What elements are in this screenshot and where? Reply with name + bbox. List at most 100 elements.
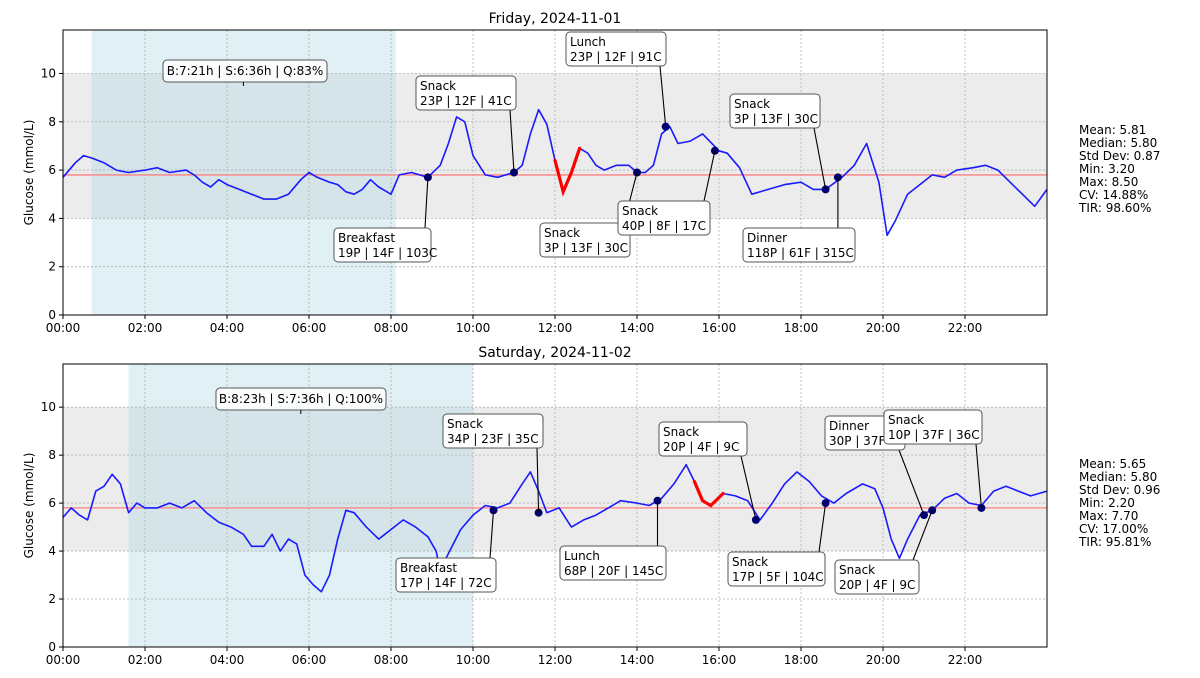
annotation-detail: 19P | 14F | 103C — [338, 246, 437, 260]
annotation-title: Snack — [622, 204, 658, 218]
annotation-leader — [975, 443, 982, 508]
annotation-title: Snack — [888, 413, 924, 427]
annotation-box — [658, 421, 748, 457]
x-tick-label: 20:00 — [866, 321, 901, 335]
stat-line: Max: 8.50 — [1079, 175, 1138, 189]
x-tick-label: 10:00 — [456, 653, 491, 667]
y-tick-label: 6 — [48, 496, 56, 510]
stat-line: Mean: 5.81 — [1079, 123, 1146, 137]
x-tick-label: 02:00 — [128, 653, 163, 667]
x-tick-label: 12:00 — [538, 321, 573, 335]
annotation-detail: 40P | 8F | 17C — [622, 219, 706, 233]
annotation-leader — [424, 177, 429, 229]
y-tick-label: 6 — [48, 163, 56, 177]
sleep-summary-label: B:7:21h | S:6:36h | Q:83% — [167, 64, 324, 78]
annotation-detail: 68P | 20F | 145C — [564, 564, 663, 578]
stat-line: CV: 14.88% — [1079, 188, 1148, 202]
y-tick-label: 10 — [41, 400, 56, 414]
x-tick-label: 06:00 — [292, 321, 327, 335]
annotation-title: Lunch — [570, 35, 606, 49]
rapid-change-segment — [692, 479, 725, 508]
annotation-title: Breakfast — [338, 231, 395, 245]
annotation-box — [834, 559, 920, 595]
annotation-leader — [489, 510, 495, 559]
x-tick-label: 12:00 — [538, 653, 573, 667]
annotation-title: Snack — [447, 417, 483, 431]
annotation-box — [883, 409, 983, 445]
annotation-detail: 17P | 5F | 104C — [732, 570, 824, 584]
annotation-box — [415, 75, 517, 111]
annotation-detail: 10P | 37F | 36C — [888, 428, 980, 442]
stat-line: CV: 17.00% — [1079, 522, 1148, 536]
annotation-detail: 23P | 12F | 91C — [570, 50, 662, 64]
x-tick-label: 22:00 — [948, 653, 983, 667]
annotation-box — [539, 222, 631, 258]
y-tick-label: 8 — [48, 448, 56, 462]
y-tick-label: 0 — [48, 308, 56, 322]
annotation-box — [565, 31, 667, 67]
annotation-title: Snack — [839, 563, 875, 577]
annotation-box — [617, 200, 711, 236]
stat-line: Max: 7.70 — [1079, 509, 1138, 523]
x-tick-label: 16:00 — [702, 653, 737, 667]
x-tick-label: 16:00 — [702, 321, 737, 335]
chart-panel-1: 00:00 02:00 04:00 06:00 08:00 10:00 12:00 14:00… — [22, 11, 1160, 335]
annotation-box — [395, 557, 497, 593]
annotation-detail: 30P | 37F — [829, 434, 885, 448]
annotation-box — [729, 93, 821, 129]
x-tick-label: 18:00 — [784, 653, 819, 667]
annotation-detail: 20P | 4F | 9C — [663, 440, 739, 454]
annotation-leader — [740, 455, 757, 521]
x-tick-label: 00:00 — [46, 653, 81, 667]
annotation-box — [727, 551, 826, 587]
annotation-title: Snack — [420, 79, 456, 93]
x-tick-label: 02:00 — [128, 321, 163, 335]
annotation-detail: 23P | 12F | 41C — [420, 94, 512, 108]
stat-line: Std Dev: 0.96 — [1079, 483, 1160, 497]
annotation-detail: 17P | 14F | 72C — [400, 576, 492, 590]
x-tick-label: 14:00 — [620, 321, 655, 335]
x-tick-label: 08:00 — [374, 653, 409, 667]
y-tick-label: 4 — [48, 211, 56, 225]
x-tick-label: 14:00 — [620, 653, 655, 667]
x-tick-label: 10:00 — [456, 321, 491, 335]
sleep-summary-label: B:8:23h | S:7:36h | Q:100% — [219, 392, 383, 406]
annotation-box — [333, 227, 432, 263]
x-tick-label: 22:00 — [948, 321, 983, 335]
y-tick-label: 4 — [48, 544, 56, 558]
annotation-title: Snack — [663, 425, 699, 439]
stat-line: TIR: 95.81% — [1078, 535, 1151, 549]
annotation-title: Snack — [544, 226, 580, 240]
annotation-title: Lunch — [564, 549, 600, 563]
annotation-box — [742, 227, 856, 263]
stat-line: Median: 5.80 — [1079, 136, 1157, 150]
annotation-detail: 3P | 13F | 30C — [734, 112, 818, 126]
y-tick-label: 0 — [48, 640, 56, 654]
y-tick-label: 2 — [48, 260, 56, 274]
annotation-detail: 20P | 4F | 9C — [839, 578, 915, 592]
annotation-leader — [818, 503, 827, 553]
glucose-series-line — [62, 463, 1048, 593]
annotation-detail: 3P | 13F | 30C — [544, 241, 628, 255]
x-tick-label: 06:00 — [292, 653, 327, 667]
x-tick-label: 04:00 — [210, 321, 245, 335]
annotation-title: Dinner — [747, 231, 787, 245]
rapid-change-segment — [553, 146, 582, 197]
sleep-summary-box — [162, 59, 328, 83]
glucose-series-line — [62, 108, 1048, 237]
chart-title: Friday, 2024-11-01 — [489, 11, 622, 27]
annotation-title: Breakfast — [400, 561, 457, 575]
stat-line: Mean: 5.65 — [1079, 457, 1146, 471]
x-tick-label: 08:00 — [374, 321, 409, 335]
stat-line: Std Dev: 0.87 — [1079, 149, 1160, 163]
annotation-leader — [898, 449, 925, 516]
x-tick-label: 00:00 — [46, 321, 81, 335]
annotation-leader — [659, 65, 667, 127]
x-tick-label: 18:00 — [784, 321, 819, 335]
chart-title: Saturday, 2024-11-02 — [478, 345, 631, 361]
y-axis-label: Glucose (mmol/L) — [22, 453, 36, 559]
stat-line: Min: 2.20 — [1079, 496, 1135, 510]
y-tick-label: 10 — [41, 66, 56, 80]
y-tick-label: 2 — [48, 592, 56, 606]
